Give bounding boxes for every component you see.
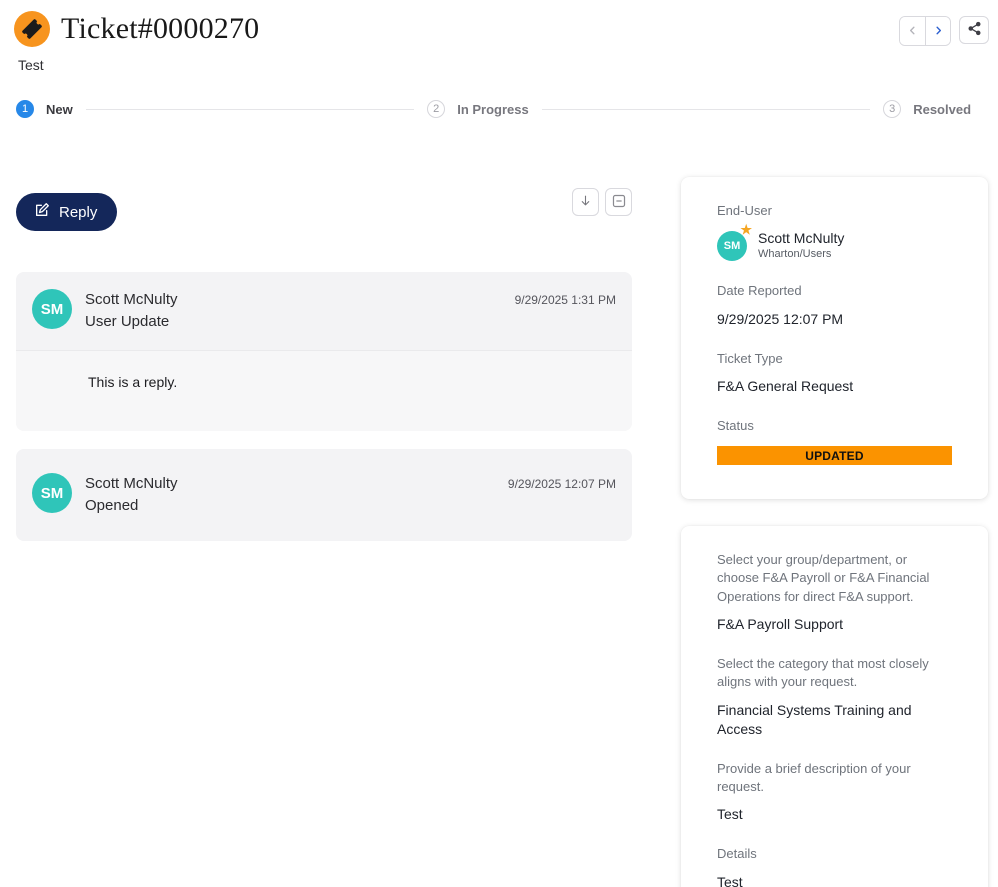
category-label: Select the category that most closely al… — [717, 655, 929, 690]
previous-ticket-button[interactable] — [900, 17, 925, 45]
activity-toolbar: Reply — [16, 177, 632, 231]
collapse-all-button[interactable] — [605, 188, 632, 216]
entry-action: Opened — [85, 497, 139, 514]
entry-timestamp: 9/29/2025 12:07 PM — [507, 477, 616, 491]
arrow-down-icon — [579, 194, 592, 210]
description-value: Test — [717, 806, 743, 823]
entry-text: Scott McNulty Opened — [85, 473, 178, 517]
chevron-right-icon — [933, 24, 944, 39]
entry-action: User Update — [85, 313, 170, 330]
ticket-icon — [14, 11, 50, 47]
edit-pencil-icon — [34, 202, 50, 222]
reply-button-label: Reply — [59, 203, 98, 221]
step-new: 1 New — [16, 100, 73, 118]
header-actions — [899, 16, 989, 46]
end-user-group: Wharton/Users — [758, 248, 832, 261]
ticket-type-field: Ticket Type F&A General Request — [717, 350, 952, 396]
avatar: SM — [32, 289, 72, 329]
top-bar: Ticket#0000270 — [0, 0, 998, 47]
date-reported-value: 9/29/2025 12:07 PM — [717, 310, 844, 327]
group-department-field: Select your group/department, or choose … — [717, 551, 952, 634]
share-icon — [967, 21, 982, 39]
entry-text: Scott McNulty User Update — [85, 289, 178, 333]
step-label: In Progress — [457, 101, 529, 117]
end-user-row: SM ★ Scott McNulty Wharton/Users — [717, 223, 952, 261]
activity-entry: SM Scott McNulty Opened 9/29/2025 12:07 … — [16, 449, 632, 541]
ticket-sidebar: End-User SM ★ Scott McNulty Wharton/User… — [681, 177, 988, 887]
content-area: Reply SM — [16, 177, 988, 887]
category-value: Financial Systems Training and Access — [717, 701, 912, 737]
activity-feed: SM Scott McNulty User Update 9/29/2025 1… — [16, 272, 632, 541]
next-ticket-button[interactable] — [925, 17, 950, 45]
group-department-value: F&A Payroll Support — [717, 615, 844, 632]
avatar-initials: SM — [723, 239, 741, 252]
description-field: Provide a brief description of your requ… — [717, 760, 952, 825]
activity-entry-header[interactable]: SM Scott McNulty Opened 9/29/2025 12:07 … — [16, 449, 632, 541]
step-number: 3 — [883, 100, 902, 118]
ticket-subject: Test — [18, 57, 44, 73]
description-label: Provide a brief description of your requ… — [717, 760, 911, 794]
request-details-panel: Select your group/department, or choose … — [681, 525, 988, 887]
activity-column: Reply SM — [16, 177, 632, 541]
end-user-name: Scott McNulty — [758, 230, 845, 247]
ticket-pager — [899, 16, 951, 46]
step-number: 1 — [16, 100, 34, 118]
category-field: Select the category that most closely al… — [717, 655, 952, 739]
collapse-minus-square-icon — [612, 194, 626, 211]
ticket-type-value: F&A General Request — [717, 378, 854, 395]
feed-controls — [572, 188, 632, 216]
star-icon: ★ — [740, 221, 752, 237]
page-title: Ticket#0000270 — [61, 12, 260, 45]
ticket-brand: Ticket#0000270 — [14, 11, 259, 47]
chevron-left-icon — [907, 24, 918, 39]
details-field: Details Test — [717, 845, 952, 887]
step-resolved: 3 Resolved — [883, 100, 971, 118]
end-user-label: End-User — [717, 203, 772, 218]
status-field: Status UPDATED — [717, 417, 952, 465]
date-reported-label: Date Reported — [717, 283, 802, 299]
activity-entry-header[interactable]: SM Scott McNulty User Update 9/29/2025 1… — [16, 272, 632, 351]
step-number: 2 — [427, 100, 446, 118]
activity-entry: SM Scott McNulty User Update 9/29/2025 1… — [16, 272, 632, 431]
entry-author: Scott McNulty — [85, 475, 178, 492]
step-in-progress: 2 In Progress — [427, 100, 529, 118]
end-user-field: End-User SM ★ Scott McNulty Wharton/User… — [717, 202, 952, 261]
progress-stepper: 1 New 2 In Progress 3 Resolved — [16, 100, 971, 118]
step-label: Resolved — [913, 101, 972, 117]
avatar: SM — [32, 473, 72, 513]
ticket-type-label: Ticket Type — [717, 350, 783, 366]
end-user-identity: Scott McNulty Wharton/Users — [758, 230, 844, 261]
details-label: Details — [717, 846, 757, 862]
entry-body: This is a reply. — [16, 351, 632, 431]
ticket-details-panel: End-User SM ★ Scott McNulty Wharton/User… — [681, 177, 988, 499]
group-department-label: Select your group/department, or choose … — [717, 551, 930, 604]
avatar: SM ★ — [717, 223, 752, 261]
reply-button[interactable]: Reply — [16, 193, 118, 231]
entry-timestamp: 9/29/2025 1:31 PM — [514, 293, 616, 307]
status-badge: UPDATED — [717, 445, 952, 465]
status-label: Status — [717, 418, 754, 434]
scroll-to-bottom-button[interactable] — [572, 188, 599, 216]
step-label: New — [46, 101, 73, 117]
share-button[interactable] — [959, 16, 989, 44]
details-value: Test — [717, 873, 743, 887]
entry-author: Scott McNulty — [85, 291, 178, 308]
stepper-connector — [85, 108, 415, 110]
date-reported-field: Date Reported 9/29/2025 12:07 PM — [717, 282, 952, 328]
stepper-connector — [541, 108, 871, 110]
